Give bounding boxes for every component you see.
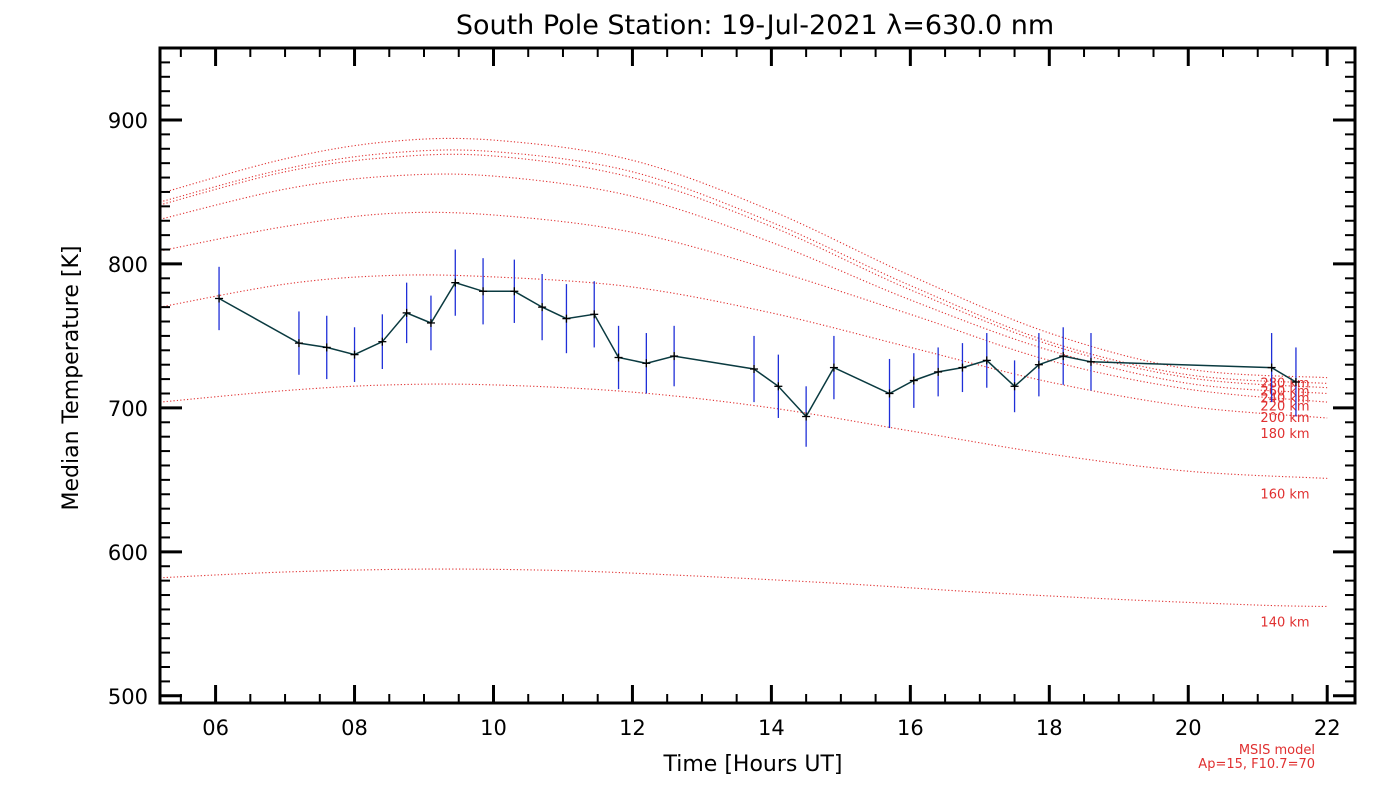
model-curve-160-km	[159, 383, 1328, 479]
data-point	[829, 363, 838, 372]
data-point	[426, 318, 435, 327]
x-tick-label: 10	[480, 716, 507, 740]
data-point	[1291, 377, 1300, 386]
x-tick-label: 14	[758, 716, 785, 740]
x-tick-label: 22	[1314, 716, 1341, 740]
model-curve-label: 200 km	[1260, 411, 1309, 426]
data-point	[322, 343, 331, 352]
data-point	[750, 365, 759, 374]
model-curve-220-km	[159, 173, 1328, 395]
data-point	[1267, 363, 1276, 372]
axis-ticks: 06 08 10 12 14 16 18 20 22 500 600 700 800 900	[108, 48, 1355, 740]
data-point	[562, 314, 571, 323]
y-tick-label: 600	[108, 541, 148, 565]
x-tick-label: 20	[1175, 716, 1202, 740]
data-point	[510, 287, 519, 296]
data-point	[479, 287, 488, 296]
data-point	[934, 367, 943, 376]
data-point	[774, 382, 783, 391]
data-point	[642, 359, 651, 368]
data-point	[958, 363, 967, 372]
model-curve-label: 280 km	[1260, 377, 1309, 392]
y-tick-label: 500	[108, 685, 148, 709]
model-curve-200-km	[159, 211, 1328, 403]
data-point	[1034, 360, 1043, 369]
x-tick-label: 18	[1036, 716, 1063, 740]
data-point	[1059, 352, 1068, 361]
x-tick-label: 16	[897, 716, 924, 740]
x-tick-label: 12	[619, 716, 646, 740]
data-point	[802, 412, 811, 421]
y-tick-label: 700	[108, 397, 148, 421]
model-curve-260-km	[159, 149, 1328, 384]
model-curve-280-km	[159, 137, 1328, 379]
data-point	[909, 376, 918, 385]
data-point	[215, 294, 224, 303]
model-curve-180-km	[159, 274, 1328, 419]
plot-frame	[158, 46, 1357, 705]
data-point	[1086, 357, 1095, 366]
y-axis-label: Median Temperature [K]	[59, 246, 84, 511]
msis-params-note: Ap=15, F10.7=70	[1198, 757, 1315, 772]
y-tick-label: 900	[108, 109, 148, 133]
x-tick-label: 06	[202, 716, 229, 740]
data-point	[378, 337, 387, 346]
model-curve-240-km	[159, 153, 1328, 389]
x-tick-label: 08	[341, 716, 368, 740]
model-curve-label: 180 km	[1260, 427, 1309, 442]
data-point	[538, 303, 547, 312]
model-curve-label: 260 km	[1260, 384, 1309, 399]
data-point	[885, 389, 894, 398]
model-curve-label: 160 km	[1260, 487, 1309, 502]
data-point	[670, 352, 679, 361]
model-curve-140-km	[159, 568, 1328, 608]
x-axis-label: Time [Hours UT]	[663, 752, 843, 777]
data-point	[982, 356, 991, 365]
data-point	[350, 350, 359, 359]
measured-series	[215, 249, 1300, 447]
chart-title: South Pole Station: 19-Jul-2021 λ=630.0 …	[456, 10, 1054, 41]
y-tick-label: 800	[108, 253, 148, 277]
data-point	[402, 308, 411, 317]
data-point	[294, 339, 303, 348]
measured-line	[218, 281, 1297, 418]
data-point	[1010, 382, 1019, 391]
data-point	[614, 353, 623, 362]
model-curve-label: 240 km	[1260, 392, 1309, 407]
model-curve-label: 140 km	[1260, 616, 1309, 631]
data-point	[590, 310, 599, 319]
msis-model-note: MSIS model	[1239, 743, 1315, 758]
model-curve-label: 220 km	[1260, 399, 1309, 414]
data-point	[451, 278, 460, 287]
